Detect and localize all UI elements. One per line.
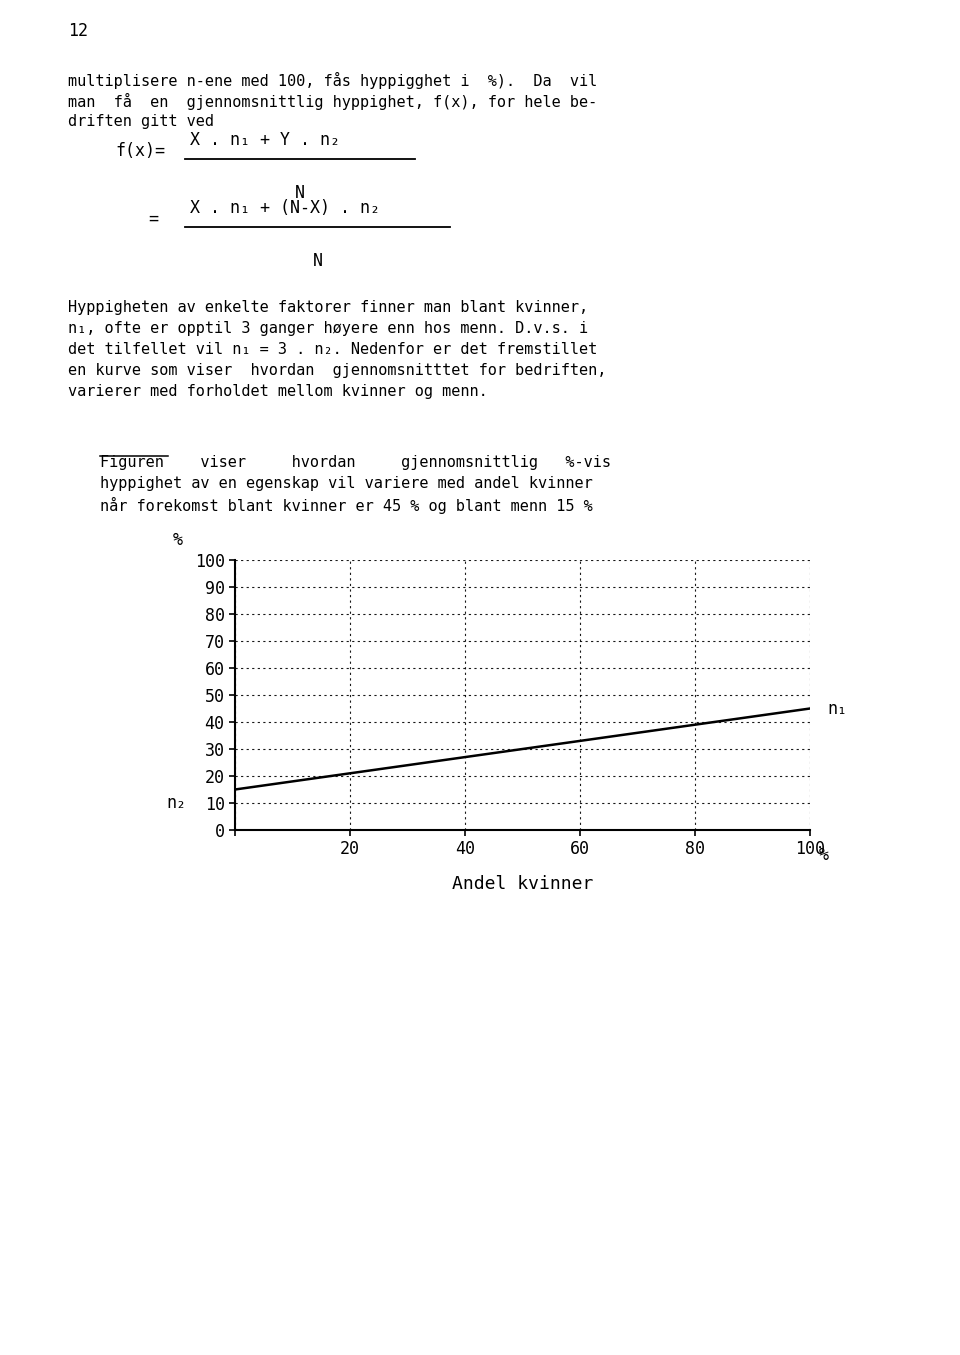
Text: multiplisere n-ene med 100, fås hyppigghet i  %).  Da  vil: multiplisere n-ene med 100, fås hyppiggh… <box>68 72 597 89</box>
Text: X . n₁ + (N-X) . n₂: X . n₁ + (N-X) . n₂ <box>190 199 380 217</box>
Text: N: N <box>295 184 305 202</box>
Text: n₁: n₁ <box>828 699 848 718</box>
Text: varierer med forholdet mellom kvinner og menn.: varierer med forholdet mellom kvinner og… <box>68 383 488 398</box>
Text: en kurve som viser  hvordan  gjennomsnitttet for bedriften,: en kurve som viser hvordan gjennomsnittt… <box>68 363 607 378</box>
X-axis label: Andel kvinner: Andel kvinner <box>452 875 593 893</box>
Text: driften gitt ved: driften gitt ved <box>68 114 214 129</box>
Text: %: % <box>819 847 828 864</box>
Text: =: = <box>148 210 158 228</box>
Text: %: % <box>173 531 182 549</box>
Text: det tilfellet vil n₁ = 3 . n₂. Nedenfor er det fremstillet: det tilfellet vil n₁ = 3 . n₂. Nedenfor … <box>68 341 597 356</box>
Text: 12: 12 <box>68 22 88 41</box>
Text: hyppighet av en egenskap vil variere med andel kvinner: hyppighet av en egenskap vil variere med… <box>100 476 592 491</box>
Text: Hyppigheten av enkelte faktorer finner man blant kvinner,: Hyppigheten av enkelte faktorer finner m… <box>68 299 588 314</box>
Text: n₁, ofte er opptil 3 ganger høyere enn hos menn. D.v.s. i: n₁, ofte er opptil 3 ganger høyere enn h… <box>68 321 588 336</box>
Text: når forekomst blant kvinner er 45 % og blant menn 15 %: når forekomst blant kvinner er 45 % og b… <box>100 497 592 514</box>
Text: X . n₁ + Y . n₂: X . n₁ + Y . n₂ <box>190 131 340 149</box>
Text: Figuren    viser     hvordan     gjennomsnittlig   %-vis: Figuren viser hvordan gjennomsnittlig %-… <box>100 455 611 470</box>
Text: man  få  en  gjennomsnittlig hyppighet, f(x), for hele be-: man få en gjennomsnittlig hyppighet, f(x… <box>68 93 597 110</box>
Text: N: N <box>313 252 323 270</box>
Text: f(x)=: f(x)= <box>115 142 165 160</box>
Text: n₂: n₂ <box>166 794 186 812</box>
